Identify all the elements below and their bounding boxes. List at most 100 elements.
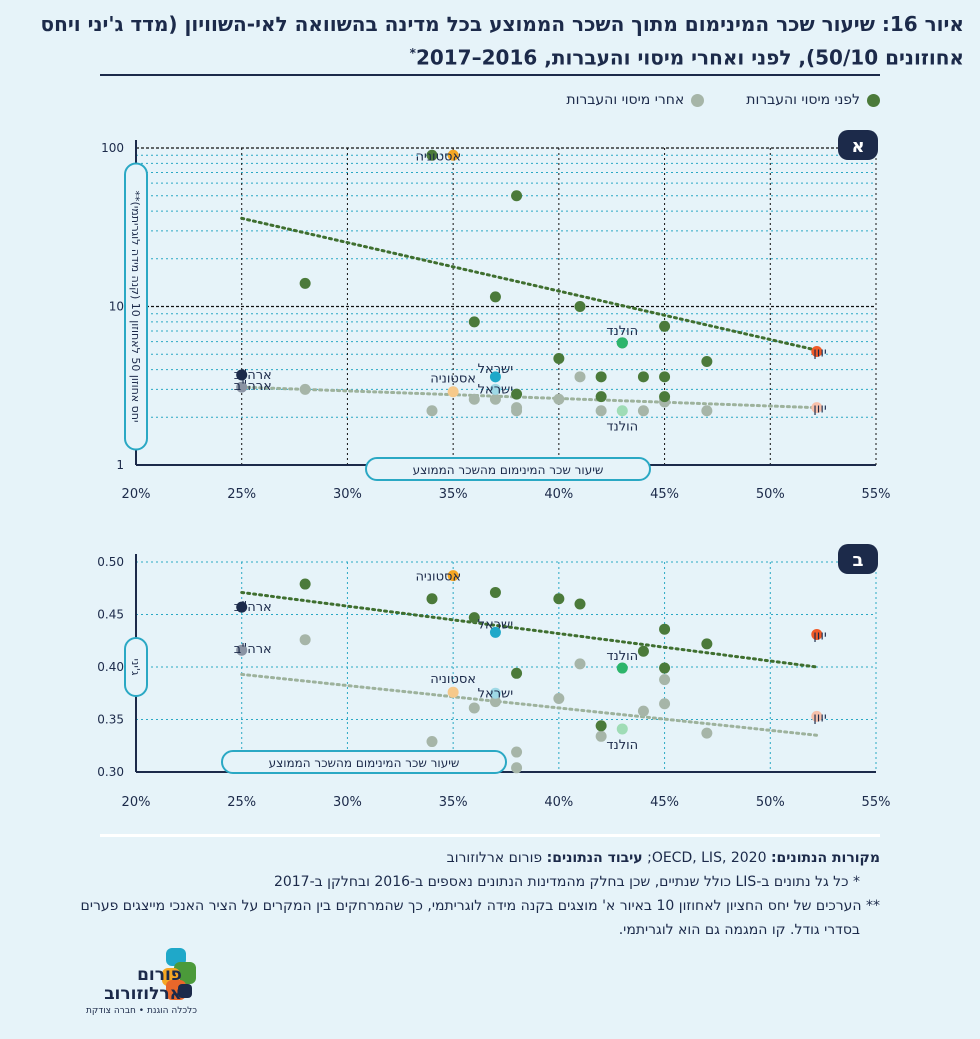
- country-label: הולנד: [606, 738, 638, 753]
- point-before: [489, 291, 501, 303]
- point-before: [659, 320, 671, 332]
- logo-tagline: כלכלה הוגנת • חברה צודקת: [86, 1006, 197, 1016]
- country-label: ארה"ב: [234, 600, 272, 615]
- x-tick-label: 25%: [227, 487, 256, 502]
- x-tick-label: 40%: [544, 795, 573, 810]
- legend-item-after: אחרי מיסוי והעברות: [566, 92, 705, 108]
- x-tick-label: 45%: [650, 487, 679, 502]
- country-label: ארה"ב: [234, 642, 272, 657]
- highlight-point: [616, 405, 628, 417]
- y-tick-label: 0.30: [97, 765, 124, 779]
- point-before: [426, 593, 438, 605]
- chart-title: איור 16: שיעור שכר המינימום מתוך השכר המ…: [14, 10, 964, 73]
- point-after: [468, 393, 480, 405]
- x-tick-label: 35%: [439, 795, 468, 810]
- point-after: [574, 371, 586, 383]
- country-label: הולנד: [606, 420, 638, 435]
- title-text: איור 16: שיעור שכר המינימום מתוך השכר המ…: [40, 12, 964, 70]
- panel-badge: [838, 544, 878, 574]
- processing-value: פורום ארלוזורוב: [446, 850, 543, 866]
- sources-label: מקורות הנתונים:: [770, 850, 880, 866]
- point-before: [511, 388, 523, 400]
- country-label: יוון: [813, 628, 827, 643]
- point-after: [659, 698, 671, 710]
- highlight-point: [811, 402, 823, 414]
- x-tick-label: 35%: [439, 487, 468, 502]
- point-after: [637, 705, 649, 717]
- x-tick-label: 25%: [227, 795, 256, 810]
- x-tick-label: 50%: [756, 487, 785, 502]
- x-tick-label: 30%: [333, 795, 362, 810]
- point-before: [468, 612, 480, 624]
- x-tick-label: 55%: [862, 487, 891, 502]
- logo-mark-icon: [162, 948, 196, 1000]
- country-label: יוון: [813, 402, 827, 417]
- point-after: [299, 634, 311, 646]
- y-axis-label-badge: [124, 162, 148, 451]
- point-before: [511, 190, 523, 202]
- legend-dot-before: [867, 93, 880, 107]
- country-label: ישראל: [478, 362, 514, 377]
- point-before: [659, 391, 671, 403]
- point-before: [637, 371, 649, 383]
- highlight-point: [616, 337, 628, 349]
- highlight-point: [236, 644, 248, 656]
- point-before: [426, 149, 438, 161]
- point-after: [595, 405, 607, 417]
- highlight-point: [489, 383, 501, 395]
- point-after: [553, 393, 565, 405]
- panel-letter: ב: [853, 550, 864, 571]
- highlight-point: [236, 369, 248, 381]
- legend-item-before: לפני מיסוי והעברות: [746, 92, 880, 108]
- charts-svg: 20% 25% 30% 35% 40% 45% 50% 55% 1 10 100 א שיעור שכר…: [97, 130, 891, 810]
- sources-value: OECD, LIS, 2020: [651, 850, 767, 866]
- point-after: [511, 746, 523, 758]
- point-after: [511, 762, 523, 774]
- highlight-point: [447, 570, 459, 582]
- highlight-point: [811, 346, 823, 358]
- highlight-point: [616, 662, 628, 674]
- x-tick-label: 55%: [862, 795, 891, 810]
- legend-dot-after: [691, 93, 705, 107]
- point-after: [468, 702, 480, 714]
- highlight-point: [236, 601, 248, 613]
- point-before: [553, 593, 565, 605]
- x-tick-label: 40%: [544, 487, 573, 502]
- highlight-point: [447, 386, 459, 398]
- x-axis-label-badge: [221, 750, 507, 774]
- country-label: ישראל: [478, 617, 514, 632]
- footer: מקורות הנתונים: OECD, LIS, 2020; עיבוד ה…: [80, 846, 880, 942]
- title-footnote-mark: *: [409, 46, 416, 60]
- y-tick-label: 0.50: [97, 555, 124, 569]
- country-label: הולנד: [606, 324, 638, 339]
- point-before: [659, 371, 671, 383]
- point-after: [426, 405, 438, 417]
- point-after: [489, 393, 501, 405]
- highlight-point: [447, 686, 459, 698]
- trend-line-before: [240, 216, 819, 352]
- y-axis-label-badge: [124, 637, 148, 697]
- point-before: [595, 720, 607, 732]
- point-before: [511, 667, 523, 679]
- point-before: [574, 301, 586, 312]
- point-after: [701, 405, 713, 417]
- country-label: אסטוניה: [430, 672, 476, 687]
- point-before: [299, 277, 311, 289]
- panel-badge: [838, 130, 878, 160]
- point-after: [659, 674, 671, 686]
- country-label: ארה"ב: [234, 379, 272, 394]
- trend-line-after: [240, 385, 819, 410]
- y-tick-label: 0.40: [97, 660, 124, 674]
- trend-line-after: [240, 672, 819, 737]
- point-before: [637, 645, 649, 657]
- country-label: ארה"ב: [234, 368, 272, 383]
- point-after: [489, 696, 501, 708]
- footnote-1: * כל גל נתונים ב-LIS כולל שנתיים, שכן בח…: [273, 874, 860, 890]
- point-before: [659, 662, 671, 674]
- point-before: [468, 316, 480, 328]
- highlight-point: [616, 723, 628, 735]
- legend-label-after: אחרי מיסוי והעברות: [566, 92, 685, 108]
- highlight-point: [811, 628, 823, 640]
- y-tick-label: 0.45: [97, 608, 124, 622]
- point-after: [595, 730, 607, 742]
